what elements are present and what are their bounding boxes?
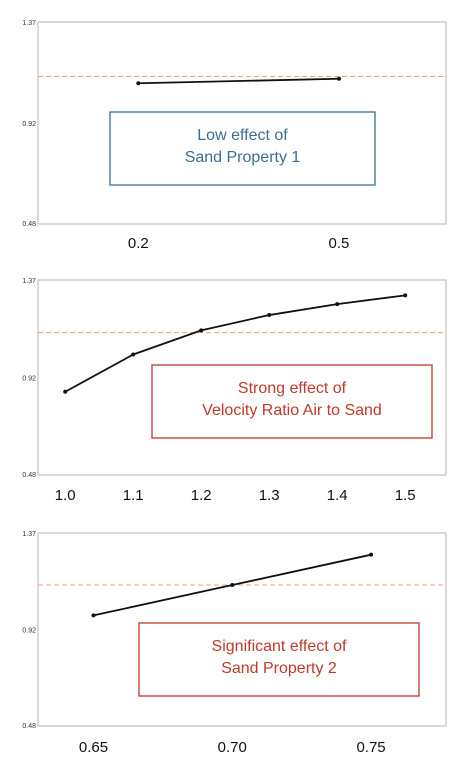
annotation-box xyxy=(138,622,420,697)
plot-frame xyxy=(37,21,447,225)
annotation-box xyxy=(151,364,433,439)
data-point xyxy=(369,552,374,557)
x-tick-label: 1.4 xyxy=(327,487,348,504)
x-tick-label: 1.0 xyxy=(55,487,76,504)
annotation-box xyxy=(109,111,376,186)
data-point xyxy=(136,81,141,86)
x-tick-label: 0.5 xyxy=(329,235,350,252)
chart-panel-3: 1.37 0.92 0.48 0.65 0.70 0.75 Significant effe… xyxy=(22,531,447,756)
chart-panel-2: 1.37 0.92 0.48 1.0 1.1 1.2 1.3 1.4 1.5 Strong eff… xyxy=(22,278,447,504)
x-tick-label: 1.2 xyxy=(191,487,212,504)
x-tick-label: 1.3 xyxy=(259,487,280,504)
plot-frame xyxy=(37,532,447,727)
y-tick-label: 0.92 xyxy=(22,376,36,383)
x-tick-label: 0.75 xyxy=(356,739,385,756)
x-tick-label: 1.5 xyxy=(395,487,416,504)
data-point xyxy=(267,313,272,318)
chart-panel-1: 1.37 0.92 0.48 0.2 0.5 Low effect of Sand Prop… xyxy=(22,20,447,252)
annotation-text: Strong effect of xyxy=(238,380,347,397)
series-line xyxy=(64,294,406,393)
annotation-text: Significant effect of xyxy=(212,638,347,655)
data-point xyxy=(199,328,204,333)
y-tick-label: 1.37 xyxy=(22,20,36,27)
x-tick-label: 0.2 xyxy=(128,235,149,252)
annotation-text: Sand Property 1 xyxy=(185,149,301,166)
y-tick-label: 1.37 xyxy=(22,531,36,538)
y-tick-label: 0.48 xyxy=(22,221,36,228)
data-point xyxy=(63,389,68,394)
plot-frame xyxy=(37,279,447,476)
x-tick-label: 0.65 xyxy=(79,739,108,756)
annotation-text: Sand Property 2 xyxy=(221,660,337,677)
y-tick-label: 1.37 xyxy=(22,278,36,285)
series-line xyxy=(138,77,340,85)
y-tick-label: 0.92 xyxy=(22,628,36,635)
data-point xyxy=(403,293,408,298)
data-point xyxy=(335,302,340,307)
data-point xyxy=(336,76,341,81)
x-tick-label: 0.70 xyxy=(218,739,247,756)
y-tick-label: 0.48 xyxy=(22,472,36,479)
data-point xyxy=(91,613,96,618)
y-tick-label: 0.48 xyxy=(22,723,36,730)
data-point xyxy=(131,352,136,357)
x-tick-label: 1.1 xyxy=(123,487,144,504)
y-tick-label: 0.92 xyxy=(22,121,36,128)
data-point xyxy=(230,583,235,588)
annotation-text: Low effect of xyxy=(197,127,288,144)
annotation-text: Velocity Ratio Air to Sand xyxy=(202,402,382,419)
